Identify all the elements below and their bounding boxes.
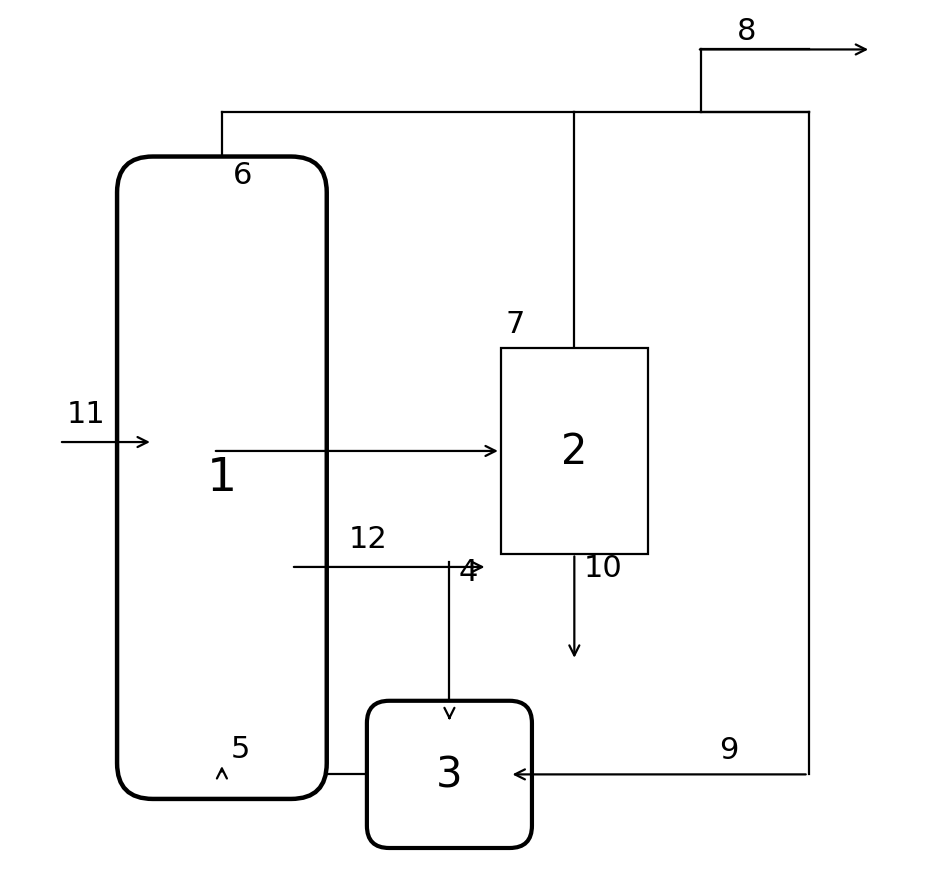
Text: 4: 4 — [458, 558, 478, 586]
FancyBboxPatch shape — [367, 701, 532, 848]
Text: 9: 9 — [719, 736, 739, 764]
Bar — [500, 349, 648, 554]
Text: 11: 11 — [67, 400, 105, 429]
Text: 12: 12 — [349, 525, 388, 553]
Text: 1: 1 — [207, 456, 237, 501]
Text: 2: 2 — [562, 431, 588, 472]
Text: 8: 8 — [737, 17, 757, 46]
Text: 7: 7 — [505, 310, 525, 339]
FancyBboxPatch shape — [117, 157, 327, 799]
Text: 3: 3 — [436, 754, 463, 796]
Text: 5: 5 — [231, 734, 250, 763]
Text: 6: 6 — [233, 161, 252, 190]
Text: 10: 10 — [583, 553, 622, 582]
